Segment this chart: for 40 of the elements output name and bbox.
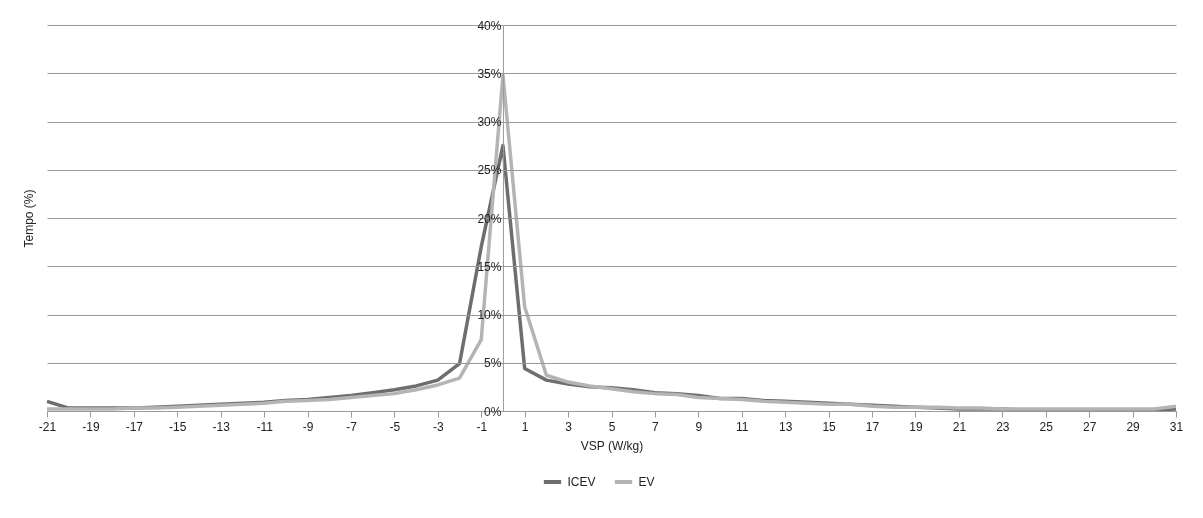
y-tick-label: 0%	[484, 404, 502, 419]
y-tick-label: 30%	[477, 115, 502, 129]
x-tick-label: -9	[302, 419, 314, 434]
x-tick-label: 1	[521, 419, 529, 434]
x-tick-label: 23	[996, 419, 1010, 434]
x-tick-label: -1	[476, 419, 488, 434]
x-tick-label: -21	[38, 419, 57, 434]
x-tick-label: 11	[736, 419, 749, 434]
x-tick-label: 19	[909, 419, 923, 434]
legend-label: EV	[638, 475, 655, 489]
y-tick-label: 35%	[477, 66, 502, 81]
x-tick-label: 25	[1039, 419, 1054, 434]
legend-label: ICEV	[567, 475, 596, 489]
x-tick-label: -19	[82, 419, 100, 434]
x-tick-label: 27	[1082, 419, 1097, 434]
x-tick-label: -5	[389, 419, 401, 434]
y-tick-label: 10%	[477, 308, 502, 322]
y-tick-label: 40%	[477, 18, 502, 33]
y-tick-label: 15%	[477, 259, 502, 274]
x-tick-label: 31	[1169, 419, 1184, 434]
x-tick-label: 29	[1126, 419, 1141, 434]
x-tick-label: 15	[822, 419, 837, 434]
x-tick-label: 17	[865, 419, 880, 434]
x-tick-label: 13	[779, 419, 793, 434]
y-axis-title: Tempo (%)	[21, 189, 36, 248]
x-tick-label: -17	[125, 419, 144, 434]
x-tick-label: 21	[952, 419, 967, 434]
x-tick-label: 9	[695, 419, 703, 434]
x-tick-label: 7	[652, 419, 660, 434]
x-tick-label: -13	[212, 419, 231, 434]
y-tick-label: 25%	[477, 163, 502, 178]
x-axis-title: VSP (W/kg)	[580, 438, 644, 453]
x-tick-label: -3	[432, 419, 444, 434]
x-tick-label: 5	[608, 419, 616, 434]
y-tick-label: 5%	[484, 356, 502, 371]
x-tick-label: -11	[256, 419, 274, 434]
x-tick-label: 3	[565, 419, 573, 434]
x-tick-label: -7	[346, 419, 358, 434]
x-tick-label: -15	[169, 419, 187, 434]
y-tick-label: 20%	[477, 211, 502, 226]
